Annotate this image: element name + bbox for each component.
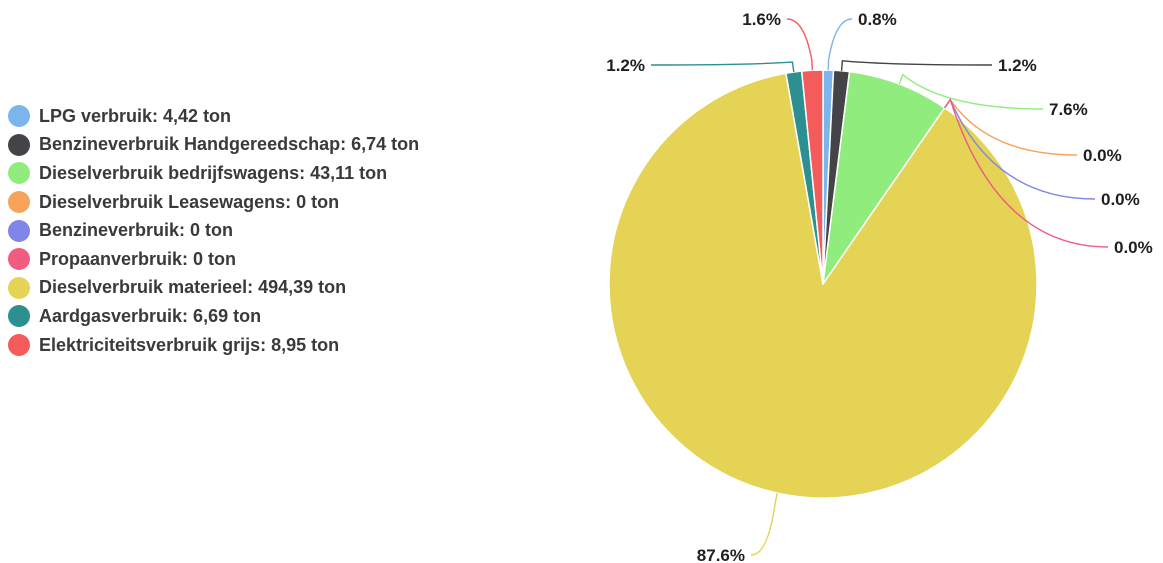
legend-item[interactable]: Aardgasverbruik: 6,69 ton [8,302,419,331]
legend-label: Benzineverbruik Handgereedschap: 6,74 to… [39,134,420,155]
legend-item[interactable]: Dieselverbruik materieel: 494,39 ton [8,274,419,303]
pie-slice[interactable] [822,70,946,285]
data-label-connector [650,61,795,73]
legend-marker [8,276,30,299]
legend-label: Benzineverbruik: 0 ton [39,220,234,241]
legend-item[interactable]: Dieselverbruik Leasewagens: 0 ton [8,188,419,217]
data-label: 0.0% [1083,146,1122,165]
legend-item[interactable]: Benzineverbruik: 0 ton [8,216,419,245]
data-label-connector [750,492,779,556]
data-label: 0.0% [1114,238,1153,257]
pie-slice[interactable] [608,72,1038,499]
legend-marker [8,248,30,271]
data-label: 0.0% [1101,190,1140,209]
legend-label: Dieselverbruik materieel: 494,39 ton [39,277,347,298]
data-label: 1.2% [998,56,1037,75]
legend-label: Elektriciteitsverbruik grijs: 8,95 ton [39,334,340,355]
legend-item[interactable]: Benzineverbruik Handgereedschap: 6,74 to… [8,131,419,160]
legend-marker [8,219,30,242]
data-label-connector [944,98,1078,156]
legend-label: Dieselverbruik bedrijfswagens: 43,11 ton [39,162,388,183]
data-label: 7.6% [1049,100,1088,119]
legend-marker [8,105,30,128]
data-label: 0.8% [858,10,897,29]
legend-marker [8,191,30,214]
data-label-connector [944,98,1109,248]
data-label-connector [840,60,993,71]
legend-marker [8,162,30,185]
legend-label: Aardgasverbruik: 6,69 ton [39,305,262,326]
data-label-connector [898,73,1044,110]
legend-label: Propaanverbruik: 0 ton [39,248,237,269]
data-label-connector [827,18,853,71]
legend-item[interactable]: Elektriciteitsverbruik grijs: 8,95 ton [8,331,419,360]
legend-marker [8,334,30,357]
legend-label: Dieselverbruik Leasewagens: 0 ton [39,191,340,212]
legend-marker [8,305,30,328]
legend-marker [8,133,30,156]
legend-label: LPG verbruik: 4,42 ton [39,105,232,126]
data-label: 1.6% [742,10,781,29]
legend-item[interactable]: Dieselverbruik bedrijfswagens: 43,11 ton [8,159,419,188]
data-label: 87.6% [697,546,745,563]
chart-legend: LPG verbruik: 4,42 ton Benzineverbruik Ha… [8,102,419,359]
data-label: 1.2% [606,56,645,75]
data-label-connector [786,18,814,71]
data-label-connector [944,98,1096,200]
legend-item[interactable]: Propaanverbruik: 0 ton [8,245,419,274]
legend-item[interactable]: LPG verbruik: 4,42 ton [8,102,419,131]
